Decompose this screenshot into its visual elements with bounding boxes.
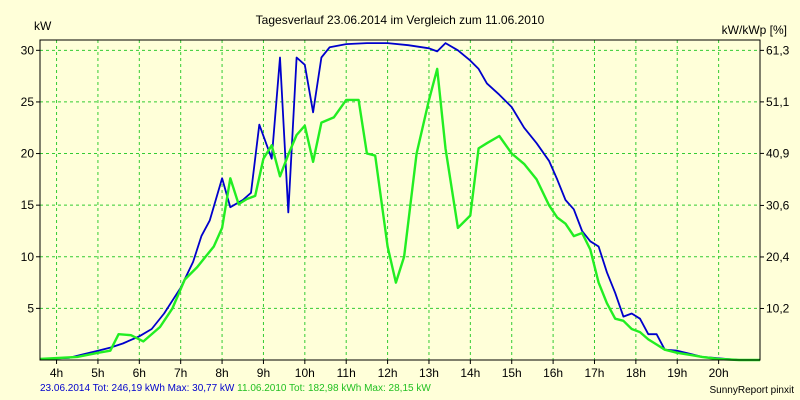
y-tick-label: 10 (21, 250, 35, 264)
footer-summary: 23.06.2014 Tot: 246,19 kWh Max: 30,77 kW… (40, 383, 431, 394)
y-axis-left: 5 10 15 20 25 30 (21, 43, 40, 315)
x-tick-label: 9h (257, 366, 270, 380)
x-tick-label: 8h (215, 366, 228, 380)
y-tick-label: 20 (21, 147, 35, 161)
plot-area (39, 39, 761, 361)
x-tick-label: 14h (460, 366, 480, 380)
y2-tick-label: 61,3 (766, 43, 790, 57)
x-tick-label: 16h (543, 366, 563, 380)
y-tick-label: 25 (21, 95, 35, 109)
x-tick-label: 13h (419, 366, 439, 380)
series-line-23-06-2014 (39, 42, 760, 361)
y2-tick-label: 51,1 (766, 95, 790, 109)
grid (40, 40, 760, 360)
x-tick-label: 20h (709, 366, 729, 380)
x-axis: 4h 5h 6h 7h 8h 9h 10h 11h 12h 13h 14h 15h 16h 17h 18h 1… (50, 360, 729, 380)
y2-axis-label: kW/kWp [%] (722, 23, 787, 37)
chart-title: Tagesverlauf 23.06.2014 im Vergleich zum… (256, 13, 545, 27)
y2-tick-label: 10,2 (766, 301, 790, 315)
x-tick-label: 7h (174, 366, 187, 380)
plot-frame (39, 39, 761, 361)
y-tick-label: 15 (21, 198, 35, 212)
x-tick-label: 6h (133, 366, 146, 380)
x-tick-label: 4h (50, 366, 63, 380)
y2-tick-label: 30,6 (766, 198, 790, 212)
y2-tick-label: 40,9 (766, 146, 790, 160)
series-lines (39, 39, 761, 362)
x-tick-label: 12h (378, 366, 398, 380)
credit-text: SunnyReport pinxit (709, 385, 795, 396)
legend-series-2010: 11.06.2010 Tot: 182,98 kWh Max: 28,15 kW (237, 383, 431, 394)
x-tick-label: 10h (295, 366, 315, 380)
x-tick-label: 19h (667, 366, 687, 380)
legend-series-2014: 23.06.2014 Tot: 246,19 kWh Max: 30,77 kW (40, 383, 235, 394)
y-axis-right: 10,2 20,4 30,6 40,9 51,1 61,3 (760, 43, 790, 315)
x-tick-label: 5h (91, 366, 104, 380)
y-tick-label: 30 (21, 43, 35, 57)
x-tick-label: 18h (626, 366, 646, 380)
y2-tick-label: 20,4 (766, 250, 790, 264)
y-axis-label: kW (34, 19, 52, 33)
x-tick-label: 15h (502, 366, 522, 380)
series-line-11-06-2010 (39, 67, 760, 362)
y-tick-label: 5 (27, 301, 34, 315)
x-tick-label: 17h (584, 366, 604, 380)
x-tick-label: 11h (337, 366, 356, 380)
